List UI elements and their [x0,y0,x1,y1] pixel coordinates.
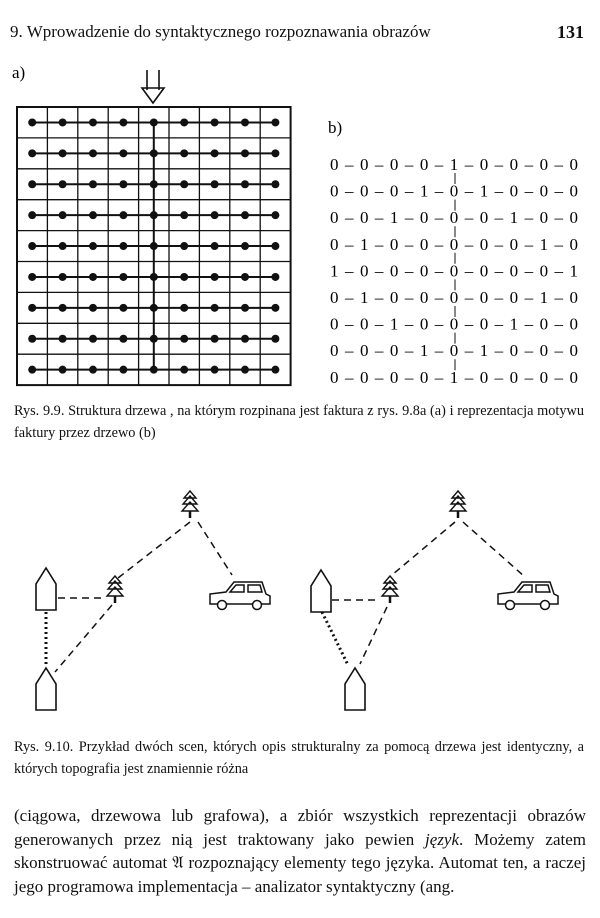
node [180,334,189,343]
node [241,365,249,374]
node [180,211,189,220]
node [28,242,37,251]
node [28,211,37,220]
node [180,149,189,158]
grid-figure [16,106,292,387]
node [119,149,128,158]
node [210,334,219,343]
node [210,242,219,251]
node [180,272,189,281]
node [89,303,97,312]
node [180,118,189,127]
node [271,118,280,127]
node [58,211,67,220]
node [210,365,219,374]
node [180,180,189,189]
node [58,303,67,312]
node [89,180,97,189]
node [58,242,67,251]
node [241,242,249,251]
node [58,334,67,343]
node [210,180,219,189]
panel-label: b) [328,118,342,137]
node [271,334,280,343]
node [241,272,249,281]
node [119,242,128,251]
figure-caption: Rys. 9.9. Struktura drzewa , na którym r… [14,403,584,441]
node [28,365,37,374]
node [58,365,67,374]
node [241,211,249,220]
node [119,303,128,312]
node [271,180,280,189]
node [28,272,37,281]
node [241,334,249,343]
node [271,303,280,312]
tree-row: 0 – 0 – 0 – 0 – 1 – 0 – 0 – 0 – 0 [330,368,578,387]
node [271,272,280,281]
node [210,211,219,220]
tree-row: 0 – 0 – 0 – 1 – 0 – 1 – 0 – 0 – 0 [330,341,578,360]
node [180,365,189,374]
tree-representation: 0 – 0 – 0 – 0 – 1 – 0 – 0 – 0 – 0 0 – 0 –… [330,155,578,387]
tree-row: 0 – 1 – 0 – 0 – 0 – 0 – 0 – 1 – 0 [330,288,578,307]
node [89,149,97,158]
page-number: 131 [557,22,584,42]
emphasis: język [425,829,460,849]
node [241,303,249,312]
node [89,118,97,127]
node [180,242,189,251]
node [210,272,219,281]
node [210,303,219,312]
node [119,365,128,374]
node [28,149,37,158]
node [119,118,128,127]
text: (ciągowa, drzewowa lub grafowa), a zbiór… [14,806,586,849]
node [58,272,67,281]
node [241,149,249,158]
node [58,118,67,127]
node [119,211,128,220]
panel-label: a) [12,63,25,82]
node [119,334,128,343]
node [271,365,280,374]
tree-row: 0 – 0 – 1 – 0 – 0 – 0 – 1 – 0 – 0 [330,315,578,334]
node [271,211,280,220]
node [28,334,37,343]
node [28,118,37,127]
node [271,149,280,158]
body-text: (ciągowa, drzewowa lub grafowa), a zbiór… [14,804,586,898]
running-header: 9. Wprowadzenie do syntaktycznego rozpoz… [10,22,431,41]
node [119,272,128,281]
node [271,242,280,251]
grid-border [16,106,292,387]
node [89,272,97,281]
node [241,180,249,189]
arrow [140,70,166,105]
tree-row: 0 – 0 – 0 – 0 – 1 – 0 – 0 – 0 – 0 [330,155,578,174]
node [180,303,189,312]
figure-caption: Rys. 9.10. Przykład dwóch scen, których … [14,739,584,777]
node [89,211,97,220]
scene-left [35,489,271,711]
node [89,242,97,251]
node [241,118,249,127]
scene-right [310,489,559,711]
text: . Możemy zatem skonstruować automat 𝔄 ro… [14,829,586,896]
node [210,118,219,127]
node [28,303,37,312]
node [58,149,67,158]
node [58,180,67,189]
node [210,149,219,158]
tree-row: 1 – 0 – 0 – 0 – 0 – 0 – 0 – 0 – 1 [330,261,578,280]
tree-row: 0 – 1 – 0 – 0 – 0 – 0 – 0 – 1 – 0 [330,235,578,254]
node [89,365,97,374]
tree-row: 0 – 0 – 1 – 0 – 0 – 0 – 1 – 0 – 0 [330,208,578,227]
tree-row: 0 – 0 – 0 – 1 – 0 – 1 – 0 – 0 – 0 [330,182,578,201]
node [119,180,128,189]
node [28,180,37,189]
figures: a) b) 0 – 0 – 0 – 0 – 1 – 0 – 0 – 0 – 00… [12,63,578,711]
node [89,334,97,343]
